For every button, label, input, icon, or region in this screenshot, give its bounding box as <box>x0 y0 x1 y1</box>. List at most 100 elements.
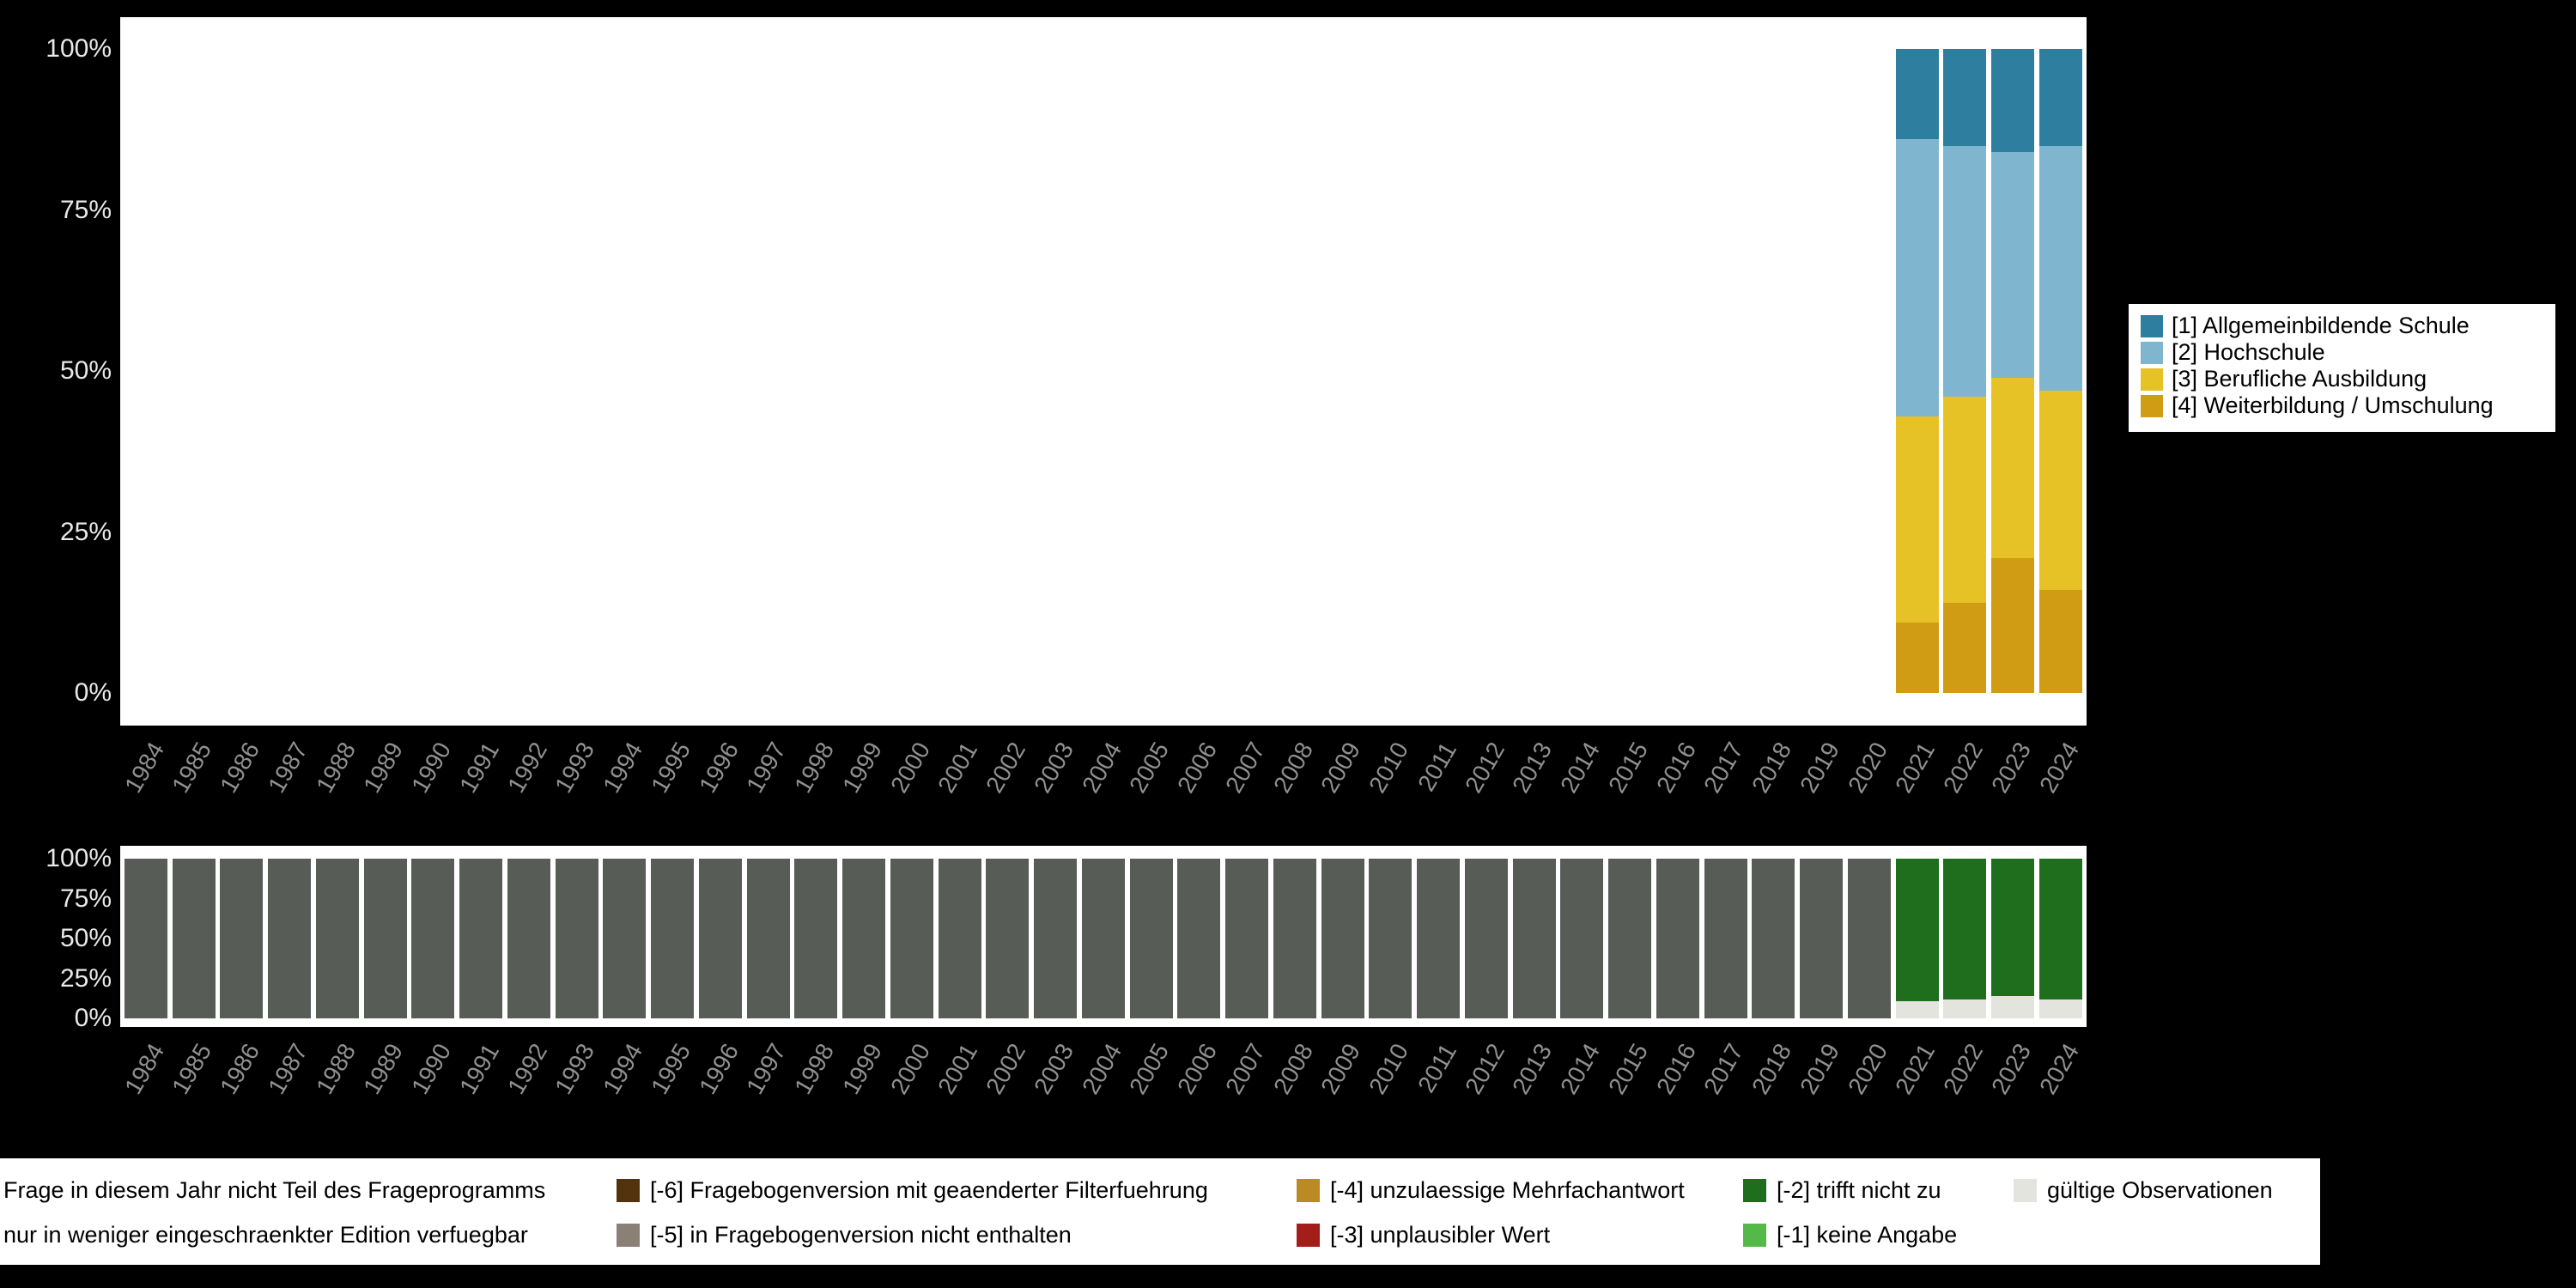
bar-segment[interactable] <box>1943 999 1987 1018</box>
bar-segment[interactable] <box>794 859 838 1018</box>
bar-1997[interactable] <box>746 859 790 1018</box>
bar-2007[interactable] <box>1225 859 1269 1018</box>
bar-1991[interactable] <box>459 859 503 1018</box>
bar-1998[interactable] <box>794 859 838 1018</box>
bar-segment[interactable] <box>1560 859 1604 1018</box>
bar-segment[interactable] <box>220 859 264 1018</box>
bar-segment[interactable] <box>459 859 503 1018</box>
bar-segment[interactable] <box>1943 145 1987 397</box>
bar-segment[interactable] <box>1895 622 1939 693</box>
bar-segment[interactable] <box>1991 49 2035 152</box>
bar-segment[interactable] <box>651 859 695 1018</box>
bar-2022[interactable] <box>1943 49 1987 693</box>
bar-segment[interactable] <box>1464 859 1508 1018</box>
bar-segment[interactable] <box>1895 1000 1939 1018</box>
bar-2006[interactable] <box>1177 859 1221 1018</box>
bar-2021[interactable] <box>1895 859 1939 1018</box>
bar-segment[interactable] <box>1991 557 2035 693</box>
bar-2019[interactable] <box>1800 859 1844 1018</box>
bar-2017[interactable] <box>1704 859 1747 1018</box>
bar-2020[interactable] <box>1847 859 1891 1018</box>
bar-segment[interactable] <box>1895 49 1939 139</box>
bar-segment[interactable] <box>1800 859 1844 1018</box>
bar-segment[interactable] <box>1656 859 1699 1018</box>
bar-segment[interactable] <box>2038 49 2082 146</box>
bar-2001[interactable] <box>938 859 981 1018</box>
bar-segment[interactable] <box>1943 603 1987 693</box>
bar-segment[interactable] <box>1704 859 1747 1018</box>
bar-1985[interactable] <box>172 859 216 1018</box>
bar-segment[interactable] <box>1369 859 1413 1018</box>
bar-2024[interactable] <box>2038 49 2082 693</box>
bar-segment[interactable] <box>1273 859 1316 1018</box>
bar-2018[interactable] <box>1752 859 1795 1018</box>
bar-segment[interactable] <box>890 859 933 1018</box>
bar-segment[interactable] <box>2038 590 2082 693</box>
bar-1990[interactable] <box>411 859 455 1018</box>
bar-2016[interactable] <box>1656 859 1699 1018</box>
bar-segment[interactable] <box>986 859 1030 1018</box>
bar-2015[interactable] <box>1608 859 1652 1018</box>
bar-segment[interactable] <box>124 859 167 1018</box>
bar-segment[interactable] <box>363 859 407 1018</box>
bar-segment[interactable] <box>1991 377 2035 558</box>
bar-2004[interactable] <box>1081 859 1125 1018</box>
bar-2023[interactable] <box>1991 49 2035 693</box>
bar-1988[interactable] <box>315 859 359 1018</box>
bar-2005[interactable] <box>1129 859 1173 1018</box>
bar-segment[interactable] <box>1321 859 1364 1018</box>
bar-segment[interactable] <box>1991 995 2035 1018</box>
bar-segment[interactable] <box>555 859 598 1018</box>
bar-2009[interactable] <box>1321 859 1364 1018</box>
bar-segment[interactable] <box>2038 999 2082 1018</box>
bar-2003[interactable] <box>1034 859 1078 1018</box>
bar-2002[interactable] <box>986 859 1030 1018</box>
bar-segment[interactable] <box>1847 859 1891 1018</box>
bar-segment[interactable] <box>1177 859 1221 1018</box>
bar-1994[interactable] <box>603 859 647 1018</box>
bar-segment[interactable] <box>1417 859 1461 1018</box>
bar-segment[interactable] <box>1081 859 1125 1018</box>
bar-segment[interactable] <box>1943 397 1987 603</box>
bar-segment[interactable] <box>2038 859 2082 999</box>
bar-1993[interactable] <box>555 859 598 1018</box>
bar-1992[interactable] <box>507 859 550 1018</box>
bar-segment[interactable] <box>1608 859 1652 1018</box>
bar-2000[interactable] <box>890 859 933 1018</box>
bar-2013[interactable] <box>1512 859 1556 1018</box>
bar-1996[interactable] <box>698 859 742 1018</box>
bar-segment[interactable] <box>507 859 550 1018</box>
bar-2012[interactable] <box>1464 859 1508 1018</box>
bar-segment[interactable] <box>315 859 359 1018</box>
bar-2023[interactable] <box>1991 859 2035 1018</box>
bar-1987[interactable] <box>268 859 312 1018</box>
bar-segment[interactable] <box>842 859 886 1018</box>
bar-1986[interactable] <box>220 859 264 1018</box>
bar-segment[interactable] <box>1895 139 1939 416</box>
bar-segment[interactable] <box>1512 859 1556 1018</box>
bar-2008[interactable] <box>1273 859 1316 1018</box>
bar-2024[interactable] <box>2038 859 2082 1018</box>
bar-segment[interactable] <box>1752 859 1795 1018</box>
bar-segment[interactable] <box>1943 49 1987 146</box>
bar-1999[interactable] <box>842 859 886 1018</box>
bar-segment[interactable] <box>2038 145 2082 391</box>
bar-segment[interactable] <box>1034 859 1078 1018</box>
bar-1984[interactable] <box>124 859 167 1018</box>
bar-segment[interactable] <box>1991 859 2035 996</box>
bar-segment[interactable] <box>1129 859 1173 1018</box>
bar-segment[interactable] <box>411 859 455 1018</box>
bar-segment[interactable] <box>1895 859 1939 1001</box>
bar-2022[interactable] <box>1943 859 1987 1018</box>
bar-2014[interactable] <box>1560 859 1604 1018</box>
bar-2010[interactable] <box>1369 859 1413 1018</box>
bar-segment[interactable] <box>1895 416 1939 623</box>
bar-segment[interactable] <box>268 859 312 1018</box>
bar-segment[interactable] <box>1225 859 1269 1018</box>
bar-segment[interactable] <box>746 859 790 1018</box>
bar-segment[interactable] <box>698 859 742 1018</box>
bar-segment[interactable] <box>938 859 981 1018</box>
bar-segment[interactable] <box>603 859 647 1018</box>
bar-2011[interactable] <box>1417 859 1461 1018</box>
bar-segment[interactable] <box>1991 152 2035 378</box>
